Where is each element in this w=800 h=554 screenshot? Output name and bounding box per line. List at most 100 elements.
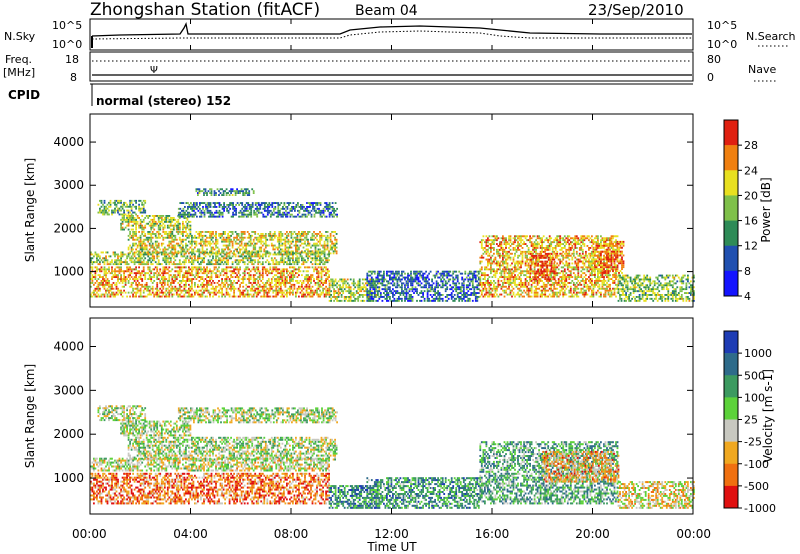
power-cell <box>331 206 334 208</box>
power-cell <box>432 299 435 302</box>
power-cell <box>243 250 246 253</box>
power-cell <box>275 293 278 296</box>
power-cell <box>261 244 264 247</box>
power-cell <box>144 287 147 290</box>
power-cell <box>91 276 94 278</box>
power-cell <box>358 296 361 298</box>
power-cell <box>482 278 485 280</box>
power-cell <box>287 287 290 290</box>
power-cell <box>139 246 142 249</box>
power-cell <box>188 206 191 208</box>
power-cell <box>159 282 162 284</box>
power-cell <box>316 268 318 271</box>
power-cell <box>314 255 317 258</box>
power-cell <box>189 220 192 223</box>
power-cell <box>264 251 267 254</box>
power-cell <box>127 282 130 284</box>
power-cell <box>142 207 145 210</box>
power-cell <box>284 238 287 241</box>
power-cell <box>306 202 308 204</box>
power-cell <box>163 248 166 251</box>
power-cell <box>467 284 470 287</box>
power-cell <box>193 215 195 218</box>
power-cell <box>178 270 181 273</box>
power-cell <box>301 215 304 218</box>
power-cell <box>171 231 174 233</box>
power-cell <box>118 255 121 258</box>
power-cell <box>479 283 482 286</box>
power-cell <box>126 261 128 264</box>
power-cell <box>94 276 97 278</box>
power-cell <box>123 253 125 256</box>
power-cell <box>299 266 302 269</box>
power-cell <box>234 253 237 256</box>
power-cell <box>156 289 159 292</box>
power-cell <box>426 292 429 294</box>
power-cell <box>103 274 106 277</box>
power-cell <box>186 276 189 278</box>
power-cell <box>162 274 165 277</box>
power-cell <box>325 278 327 280</box>
power-cell <box>215 293 217 296</box>
power-cell <box>326 261 329 264</box>
power-cell <box>228 266 231 269</box>
power-cell <box>305 280 308 282</box>
power-cell <box>334 248 336 251</box>
power-cell <box>292 293 294 296</box>
power-cell <box>263 209 266 212</box>
power-cell <box>301 213 304 216</box>
power-cell <box>290 280 293 282</box>
power-cell <box>319 289 321 292</box>
power-cell <box>233 272 235 275</box>
power-cell <box>497 237 500 240</box>
power-cell <box>268 211 271 214</box>
power-cell <box>136 220 139 223</box>
power-cell <box>114 259 116 262</box>
power-cell <box>319 231 321 233</box>
power-cell <box>242 233 245 235</box>
power-cell <box>304 259 306 262</box>
power-cell <box>215 263 217 266</box>
power-cell <box>217 202 219 204</box>
power-cell <box>184 206 186 208</box>
power-cell <box>166 257 169 260</box>
power-cell <box>97 289 100 292</box>
power-cell <box>209 270 211 273</box>
power-cell <box>497 252 500 255</box>
power-cell <box>284 268 287 271</box>
power-cell <box>372 270 375 273</box>
power-cell <box>298 233 300 235</box>
power-cell <box>301 242 303 245</box>
power-cell <box>191 263 193 266</box>
power-cell <box>111 283 113 286</box>
power-cell <box>178 289 181 292</box>
power-cell <box>239 244 241 247</box>
power-cell <box>477 276 480 279</box>
power-cell <box>266 282 269 284</box>
power-cell <box>310 246 312 249</box>
power-cell <box>200 215 203 218</box>
power-cell <box>314 289 317 292</box>
power-cell <box>296 255 299 258</box>
power-cell <box>136 289 139 292</box>
power-cell <box>487 262 489 265</box>
power-cell <box>290 270 293 273</box>
power-cell <box>284 242 287 245</box>
power-cell <box>410 270 412 273</box>
power-cell <box>148 291 151 294</box>
power-cell <box>272 276 275 278</box>
power-cell <box>272 202 275 204</box>
power-cell <box>245 188 248 191</box>
power-cell <box>194 259 196 262</box>
power-cell <box>279 233 282 235</box>
power-cell <box>305 253 308 256</box>
power-cell <box>147 231 150 233</box>
power-cell <box>414 270 417 273</box>
power-cell <box>132 242 134 245</box>
power-cell <box>278 251 281 254</box>
power-cell <box>99 270 101 273</box>
power-cell <box>135 226 137 229</box>
power-cell <box>243 248 246 251</box>
power-cell <box>485 287 488 290</box>
power-cell <box>239 251 241 254</box>
